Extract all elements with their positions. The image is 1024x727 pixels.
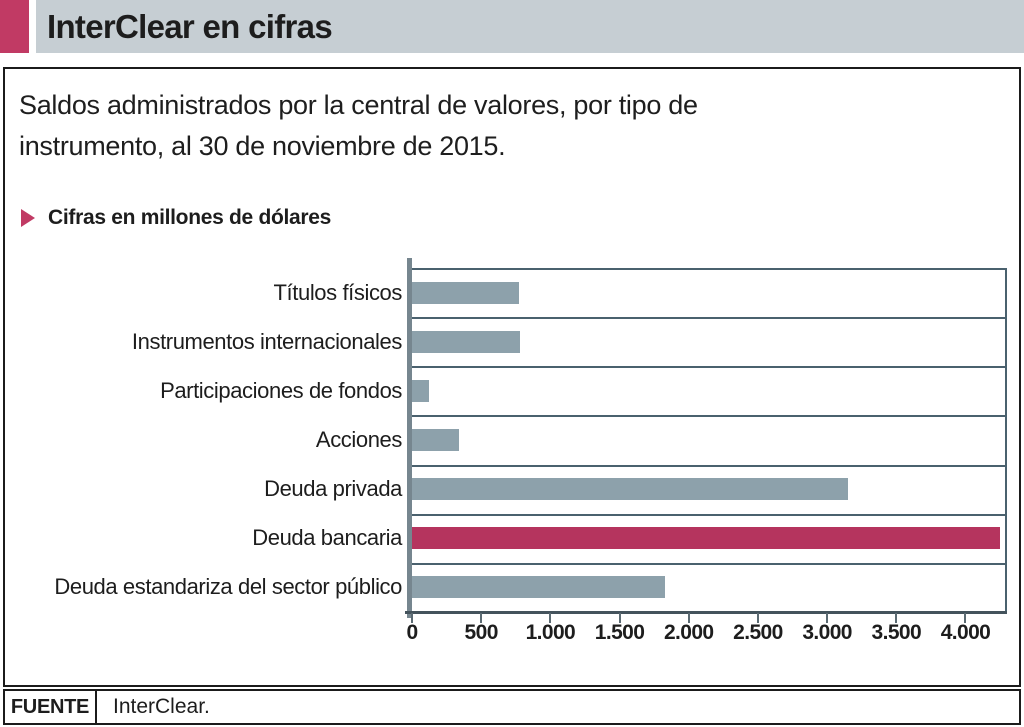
bar	[412, 330, 520, 353]
tick-mark	[411, 613, 413, 623]
chart-panel: Saldos administrados por la central de v…	[3, 67, 1021, 687]
category-label: Acciones	[315, 426, 402, 452]
tick-label: 3.500	[871, 621, 922, 644]
chart-subtitle: Saldos administrados por la central de v…	[19, 90, 698, 161]
tick-label: 2.000	[663, 621, 714, 644]
tick-label: 1.000	[525, 621, 576, 644]
bar	[412, 379, 430, 402]
units-note: Cifras en millones de dólares	[21, 206, 331, 230]
tick-label: 0	[406, 621, 418, 644]
x-axis-line	[405, 611, 1007, 614]
bar-highlighted	[412, 527, 1001, 550]
tick-label: 3.000	[802, 621, 852, 644]
tick-label: 1.500	[594, 621, 645, 644]
category-label: Deuda estandariza del sector público	[54, 574, 402, 600]
header-band: InterClear en cifras	[36, 0, 1024, 53]
category-axis: Títulos físicos Instrumentos internaciona…	[10, 268, 402, 612]
tick-mark	[756, 613, 759, 623]
brand-accent-square	[0, 0, 29, 53]
row-separator-line	[412, 415, 1007, 418]
bar	[412, 429, 460, 451]
row-separator-line	[412, 317, 1007, 320]
tick-mark	[480, 613, 483, 623]
units-note-label: Cifras en millones de dólares	[48, 206, 332, 229]
tick-mark	[895, 613, 898, 623]
row-separator-line	[412, 366, 1007, 369]
row-separator-line	[412, 562, 1007, 565]
row-separator-line	[412, 464, 1007, 467]
row-separator-line	[412, 268, 1007, 270]
plot-right-frame	[1005, 268, 1007, 612]
category-label: Instrumentos internacionales	[131, 328, 402, 354]
category-label: Deuda bancaria	[252, 525, 402, 551]
triangle-bullet-icon	[21, 209, 35, 227]
tick-mark	[964, 613, 967, 623]
tick-label: 2.500	[733, 621, 783, 644]
tick-label: 4.000	[940, 621, 991, 644]
tick-mark	[687, 613, 690, 623]
tick-label: 500	[464, 621, 499, 644]
tick-mark	[618, 613, 621, 623]
x-axis-ticks	[411, 613, 1007, 623]
tick-mark	[549, 613, 552, 623]
bar	[412, 281, 519, 304]
bar	[412, 576, 665, 599]
source-value: InterClear.	[113, 695, 210, 718]
source-label: FUENTE	[5, 691, 97, 723]
page-title: InterClear en cifras	[47, 8, 333, 45]
y-axis-line	[407, 258, 412, 618]
source-bar: FUENTE InterClear.	[3, 689, 1021, 725]
bar	[412, 478, 848, 501]
x-axis-tick-labels: 0 500 1.000 1.500 2.000 2.500 3.000 3.500 4.000	[406, 621, 1007, 651]
category-label: Deuda privada	[264, 476, 402, 502]
row-separator-line	[412, 513, 1007, 516]
category-label: Títulos físicos	[273, 279, 403, 305]
category-label: Participaciones de fondos	[160, 377, 402, 403]
plot-area	[405, 258, 1007, 618]
tick-mark	[826, 613, 829, 623]
